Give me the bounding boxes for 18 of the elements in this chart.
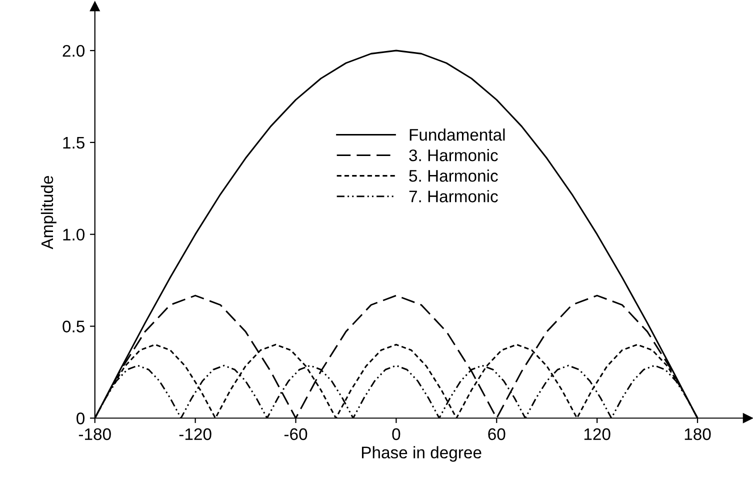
x-tick-label: -60 [284, 428, 308, 440]
y-tick-label: 0 [76, 412, 85, 424]
legend-label: 5. Harmonic [409, 170, 498, 182]
x-axis-title: Phase in degree [362, 446, 482, 462]
legend-label: Fundamental [410, 128, 505, 141]
legend-label: 3. Harmonic [409, 149, 498, 162]
x-tick-label: 60 [488, 428, 506, 440]
x-tick-label: 0 [392, 428, 400, 440]
x-tick-label: 180 [684, 428, 711, 440]
x-tick-label: -120 [179, 428, 212, 440]
x-tick-label: 120 [584, 428, 610, 440]
y-tick-label: 2.0 [62, 44, 85, 57]
y-axis-title: Amplitude [40, 176, 56, 250]
x-tick-label: -180 [78, 428, 111, 440]
y-tick-label: 1.5 [63, 137, 84, 149]
y-tick-label: 0.5 [62, 320, 84, 332]
y-tick-label: 1.0 [63, 228, 85, 241]
legend-label: 7. Harmonic [409, 190, 498, 202]
